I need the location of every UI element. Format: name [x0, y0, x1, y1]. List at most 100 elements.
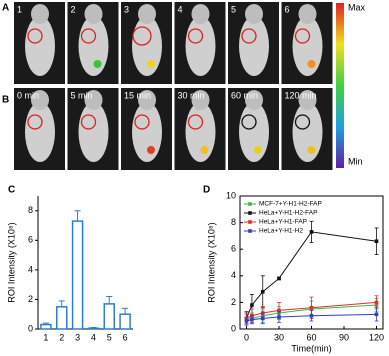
bar — [103, 303, 115, 330]
y-tick-label: 2 — [28, 294, 33, 304]
image-label: 60 min — [231, 90, 258, 100]
marker — [374, 239, 379, 244]
y-tick-label: 8 — [231, 217, 236, 227]
mouse-head — [298, 4, 317, 24]
bar — [40, 323, 52, 330]
x-tick-label: 1 — [43, 332, 48, 342]
colorbar — [336, 3, 344, 168]
legend-marker — [248, 220, 252, 224]
x-tick-label: 3 — [75, 332, 80, 342]
image-label: 5 — [231, 4, 236, 14]
mouse-body — [78, 16, 109, 76]
image-label: 120 min — [285, 90, 317, 100]
image-label: 15 min — [124, 90, 151, 100]
marker — [250, 317, 254, 322]
image-label: 6 — [285, 4, 290, 14]
x-tick-label: 6 — [123, 332, 128, 342]
image-label: 30 min — [178, 90, 205, 100]
x-tick-label: 0 — [244, 332, 249, 342]
mouse-body — [132, 16, 162, 76]
mouse-body — [25, 16, 55, 76]
y-tick-label: 8 — [28, 205, 33, 215]
marker — [250, 303, 254, 307]
y-tick-label: 10 — [226, 190, 236, 200]
marker — [309, 313, 314, 318]
roi — [187, 114, 204, 130]
signal — [307, 60, 316, 68]
roi — [294, 114, 311, 130]
roi — [294, 28, 311, 44]
mouse-head — [298, 90, 317, 110]
image-label: 3 — [124, 4, 129, 14]
x-tick-label: 90 — [339, 332, 349, 342]
y-axis-label: ROI Intensity (X10⁸) — [6, 222, 16, 302]
marker — [260, 289, 265, 294]
panel-label: B — [2, 95, 9, 106]
y-tick-label: 4 — [28, 264, 33, 274]
marker — [374, 300, 379, 305]
roi — [241, 28, 257, 44]
signal — [147, 60, 155, 68]
mouse-body — [292, 102, 323, 162]
bar — [56, 306, 68, 330]
signal — [307, 146, 316, 154]
legend-label: HeLa+Y-H1-FAP — [259, 219, 307, 226]
signal — [254, 146, 262, 154]
bar — [119, 313, 131, 330]
y-tick-label: 6 — [231, 244, 236, 254]
mouse-head — [31, 90, 49, 110]
marker — [309, 305, 314, 310]
roi — [80, 28, 97, 44]
marker — [277, 276, 281, 281]
roi — [134, 114, 150, 130]
colorbar-max: Max — [348, 2, 366, 12]
marker — [374, 312, 379, 317]
x-tick-label: 30 — [274, 332, 284, 342]
y-tick-label: 0 — [28, 323, 33, 333]
image-label: 5 min — [71, 90, 93, 100]
signal — [93, 60, 102, 68]
y-axis-label: ROI Intensity (X10⁸) — [206, 222, 216, 302]
series-line — [246, 231, 377, 319]
roi — [27, 114, 43, 130]
roi — [241, 114, 257, 130]
mouse-body — [132, 102, 162, 162]
image-label: 2 — [71, 4, 76, 14]
legend-label: MCF-7+Y-H1-H2-FAP — [259, 201, 322, 208]
mouse-body — [185, 102, 216, 162]
panel-label: A — [2, 3, 9, 14]
mouse-body — [78, 102, 109, 162]
image-label: 4 — [178, 4, 183, 14]
legend-marker — [248, 202, 252, 206]
legend-label: HeLa+Y-H1-H2 — [259, 228, 303, 235]
mouse-head — [245, 4, 263, 24]
panel-label: C — [8, 185, 15, 196]
roi — [187, 28, 204, 44]
mouse-head — [31, 4, 49, 24]
signal — [200, 146, 209, 154]
y-tick-label: 2 — [231, 297, 236, 307]
mouse-body — [239, 16, 269, 76]
x-tick-label: 2 — [59, 332, 64, 342]
marker — [309, 230, 314, 234]
mouse-head — [138, 4, 156, 24]
x-tick-label: 60 — [306, 332, 316, 342]
mouse-head — [191, 90, 210, 110]
mouse-body — [292, 16, 323, 76]
y-tick-label: 6 — [28, 235, 33, 245]
legend-label: HeLa+Y-H1-H2-FAP — [259, 210, 317, 217]
image-label: 0 min — [17, 90, 39, 100]
roi — [80, 114, 97, 130]
marker — [277, 308, 281, 313]
x-tick-label: 4 — [91, 332, 96, 342]
mouse-body — [25, 102, 55, 162]
signal — [147, 146, 155, 154]
legend-marker — [248, 229, 252, 233]
mouse-body — [185, 16, 216, 76]
mouse-head — [191, 4, 210, 24]
y-tick-label: 0 — [231, 323, 236, 333]
y-tick-label: 4 — [231, 270, 236, 280]
panel-label: D — [203, 185, 210, 196]
x-axis-label: Time(min) — [291, 343, 331, 353]
